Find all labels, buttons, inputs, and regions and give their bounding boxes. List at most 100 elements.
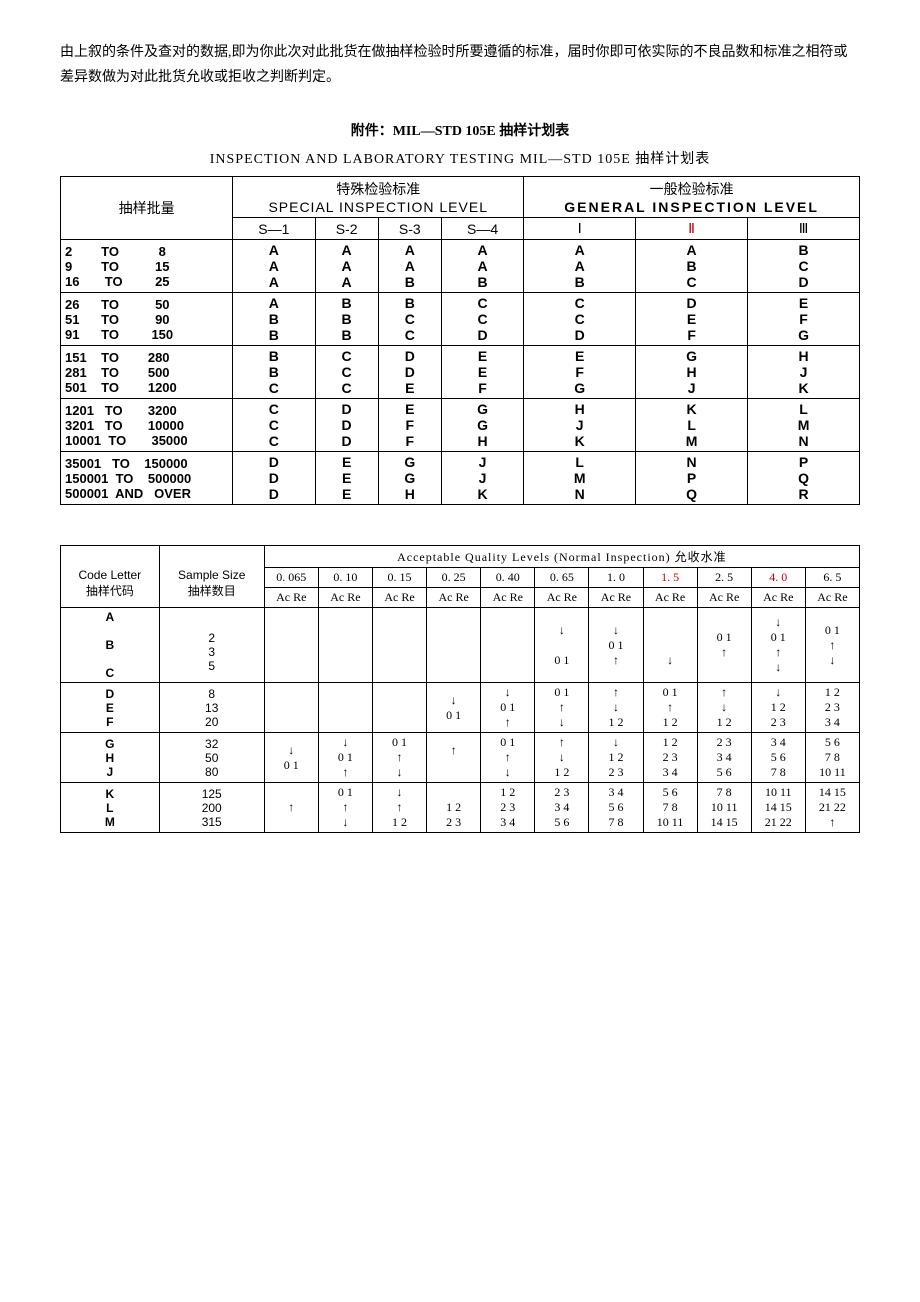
aql-cell-2-1: ↓ 0 1 ↑ (318, 733, 372, 783)
aql-cell-1-6: ↑ ↓ 1 2 (589, 683, 643, 733)
aql-cell-1-7: 0 1 ↑ 1 2 (643, 683, 697, 733)
level-val-2-2: D D E (378, 346, 441, 399)
level-val-0-0: A A A (233, 240, 315, 293)
aql-cell-1-10: 1 2 2 3 3 4 (805, 683, 859, 733)
aql-cell-2-3: ↑ (427, 733, 481, 783)
level-val-4-2: G G H (378, 452, 441, 505)
aql-cell-3-4: 1 2 2 3 3 4 (481, 783, 535, 833)
aql-col-7: 1. 5 (643, 568, 697, 588)
level-val-2-3: E E F (441, 346, 523, 399)
level-val-0-5: A B C (636, 240, 748, 293)
aql-cell-0-6: ↓ 0 1 ↑ (589, 608, 643, 683)
lot-range-3: 1201 TO 3200 3201 TO 10000 10001 TO 3500… (61, 399, 233, 452)
level-col-2: S-3 (378, 218, 441, 240)
aql-header: Acceptable Quality Levels (Normal Inspec… (264, 546, 859, 568)
aql-cell-2-6: ↓ 1 2 2 3 (589, 733, 643, 783)
aql-cell-0-9: ↓ 0 1 ↑ ↓ (751, 608, 805, 683)
level-val-0-6: B C D (748, 240, 860, 293)
acre-5: Ac Re (535, 588, 589, 608)
level-val-4-4: L M N (524, 452, 636, 505)
aql-col-2: 0. 15 (372, 568, 426, 588)
level-val-2-1: C C C (315, 346, 378, 399)
lot-range-1: 26 TO 50 51 TO 90 91 TO 150 (61, 293, 233, 346)
level-col-5: Ⅱ (636, 218, 748, 240)
table1-subtitle: INSPECTION AND LABORATORY TESTING MIL—ST… (60, 148, 860, 168)
aql-cell-1-1 (318, 683, 372, 733)
aql-cell-0-8: 0 1 ↑ (697, 608, 751, 683)
size-0: 2 3 5 (159, 608, 264, 683)
aql-cell-3-0: ↑ (264, 783, 318, 833)
aql-cell-0-5: ↓ 0 1 (535, 608, 589, 683)
level-col-4: Ⅰ (524, 218, 636, 240)
size-1: 8 13 20 (159, 683, 264, 733)
size-header: Sample Size抽样数目 (159, 546, 264, 608)
aql-cell-1-3: ↓ 0 1 (427, 683, 481, 733)
level-val-4-3: J J K (441, 452, 523, 505)
aql-cell-2-9: 3 4 5 6 7 8 (751, 733, 805, 783)
aql-col-5: 0. 65 (535, 568, 589, 588)
aql-cell-3-5: 2 3 3 4 5 6 (535, 783, 589, 833)
level-val-1-2: B C C (378, 293, 441, 346)
aql-cell-3-6: 3 4 5 6 7 8 (589, 783, 643, 833)
aql-cell-3-10: 14 15 21 22 ↑ (805, 783, 859, 833)
acre-1: Ac Re (318, 588, 372, 608)
acre-8: Ac Re (697, 588, 751, 608)
level-val-2-4: E F G (524, 346, 636, 399)
aql-col-10: 6. 5 (805, 568, 859, 588)
level-val-4-0: D D D (233, 452, 315, 505)
aql-cell-1-8: ↑ ↓ 1 2 (697, 683, 751, 733)
aql-cell-2-8: 2 3 3 4 5 6 (697, 733, 751, 783)
code-header: Code Letter抽样代码 (61, 546, 160, 608)
general-header: 一般检验标准 GENERAL INSPECTION LEVEL (524, 177, 860, 218)
aql-cell-0-0 (264, 608, 318, 683)
aql-cell-2-4: 0 1 ↑ ↓ (481, 733, 535, 783)
aql-cell-0-4 (481, 608, 535, 683)
aql-cell-3-9: 10 11 14 15 21 22 (751, 783, 805, 833)
aql-col-9: 4. 0 (751, 568, 805, 588)
aql-cell-3-1: 0 1 ↑ ↓ (318, 783, 372, 833)
aql-cell-0-7: ↓ (643, 608, 697, 683)
level-val-2-6: H J K (748, 346, 860, 399)
aql-col-6: 1. 0 (589, 568, 643, 588)
aql-cell-0-3 (427, 608, 481, 683)
aql-cell-0-2 (372, 608, 426, 683)
level-val-1-4: C C D (524, 293, 636, 346)
level-val-0-2: A A B (378, 240, 441, 293)
acre-2: Ac Re (372, 588, 426, 608)
level-val-3-3: G G H (441, 399, 523, 452)
special-header: 特殊检验标准 SPECIAL INSPECTION LEVEL (233, 177, 524, 218)
code-3: K L M (61, 783, 160, 833)
acre-3: Ac Re (427, 588, 481, 608)
lot-range-4: 35001 TO 150000 150001 TO 500000 500001 … (61, 452, 233, 505)
aql-cell-0-1 (318, 608, 372, 683)
level-val-3-6: L M N (748, 399, 860, 452)
code-0: A B C (61, 608, 160, 683)
level-val-3-1: D D D (315, 399, 378, 452)
level-val-0-3: A A B (441, 240, 523, 293)
level-val-2-5: G H J (636, 346, 748, 399)
level-val-1-6: E F G (748, 293, 860, 346)
level-val-4-1: E E E (315, 452, 378, 505)
aql-cell-1-4: ↓ 0 1 ↑ (481, 683, 535, 733)
aql-cell-3-2: ↓ ↑ 1 2 (372, 783, 426, 833)
code-1: D E F (61, 683, 160, 733)
aql-cell-2-0: ↓ 0 1 (264, 733, 318, 783)
acre-7: Ac Re (643, 588, 697, 608)
sampling-level-table: 抽样批量 特殊检验标准 SPECIAL INSPECTION LEVEL 一般检… (60, 176, 860, 505)
level-val-1-0: A B B (233, 293, 315, 346)
acre-9: Ac Re (751, 588, 805, 608)
level-val-3-5: K L M (636, 399, 748, 452)
aql-col-3: 0. 25 (427, 568, 481, 588)
size-3: 125 200 315 (159, 783, 264, 833)
level-val-2-0: B B C (233, 346, 315, 399)
level-val-3-2: E F F (378, 399, 441, 452)
acre-10: Ac Re (805, 588, 859, 608)
aql-col-4: 0. 40 (481, 568, 535, 588)
aql-cell-3-7: 5 6 7 8 10 11 (643, 783, 697, 833)
level-val-0-4: A A B (524, 240, 636, 293)
aql-cell-1-0 (264, 683, 318, 733)
aql-col-0: 0. 065 (264, 568, 318, 588)
aql-cell-1-5: 0 1 ↑ ↓ (535, 683, 589, 733)
level-val-0-1: A A A (315, 240, 378, 293)
level-val-1-5: D E F (636, 293, 748, 346)
